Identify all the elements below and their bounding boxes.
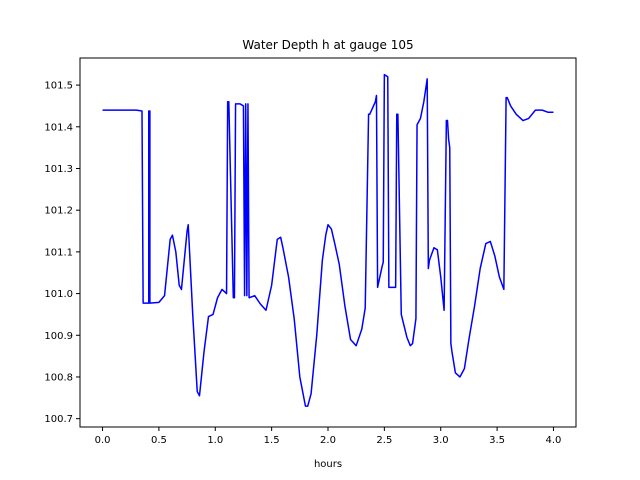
x-tick-label: 2.0 <box>320 435 336 446</box>
y-tick-label: 101.2 <box>44 206 73 217</box>
y-tick-label: 100.9 <box>44 331 73 342</box>
x-axis-label: hours <box>314 459 342 470</box>
y-tick-label: 100.7 <box>44 414 73 425</box>
y-tick-label: 101.0 <box>44 289 73 300</box>
axes-frame <box>79 57 577 428</box>
x-tick-label: 3.0 <box>433 435 449 446</box>
x-tick-label: 0.0 <box>95 435 111 446</box>
x-tick-label: 2.5 <box>376 435 392 446</box>
y-tick-label: 101.1 <box>44 247 73 258</box>
x-tick-label: 1.0 <box>207 435 223 446</box>
y-tick-label: 101.3 <box>44 164 73 175</box>
x-axis: 0.0 0.5 1.0 1.5 2.0 2.5 3.0 3.5 4.0 <box>95 427 562 446</box>
x-tick-label: 0.5 <box>151 435 167 446</box>
y-tick-label: 101.4 <box>44 122 73 133</box>
series-line-0 <box>102 73 554 407</box>
x-tick-label: 1.5 <box>264 435 280 446</box>
x-tick-label: 4.0 <box>546 435 562 446</box>
chart-title: Water Depth h at gauge 105 <box>242 38 413 52</box>
x-tick-label: 3.5 <box>489 435 505 446</box>
plot-lines <box>102 73 554 407</box>
y-tick-label: 101.5 <box>44 81 73 92</box>
y-axis: 100.7 100.8 100.9 101.0 101.1 101.2 101.3 101.4… <box>44 81 80 425</box>
y-tick-label: 100.8 <box>44 372 73 383</box>
